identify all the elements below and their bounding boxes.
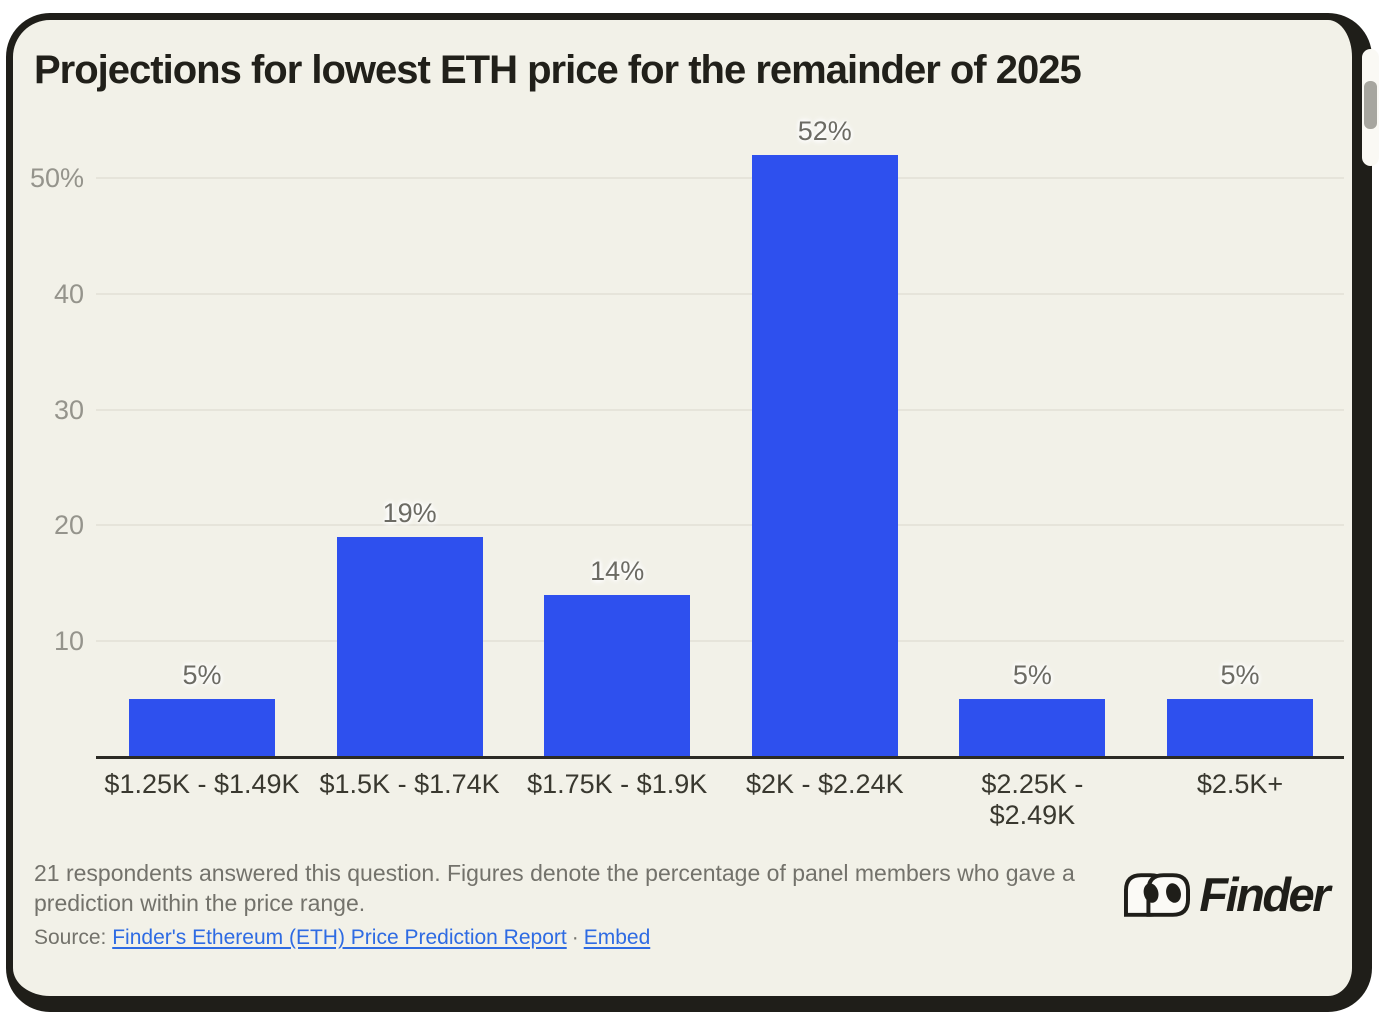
bar-value-label-0: 5% bbox=[182, 660, 222, 691]
scrollbar-thumb[interactable] bbox=[1364, 81, 1377, 129]
source-line: Source: Finder's Ethereum (ETH) Price Pr… bbox=[34, 926, 1079, 950]
bar-0 bbox=[129, 699, 275, 757]
embed-link[interactable]: Embed bbox=[583, 926, 651, 949]
y-axis-tick-40: 40 bbox=[53, 278, 84, 309]
x-axis-label-4: $2.25K - $2.49K bbox=[981, 769, 1084, 831]
chart-card: Projections for lowest ETH price for the… bbox=[6, 13, 1372, 1012]
bar-1 bbox=[336, 536, 483, 757]
bar-5 bbox=[1167, 699, 1313, 757]
x-axis-label-3: $2K - $2.24K bbox=[745, 769, 904, 799]
gridline-40 bbox=[96, 292, 1344, 295]
source-prefix: Source: bbox=[34, 926, 107, 949]
footnote: 21 respondents answered this question. F… bbox=[34, 860, 1075, 917]
bar-value-label-1: 19% bbox=[382, 497, 437, 528]
bar-2 bbox=[544, 594, 691, 757]
finder-logo[interactable]: Finder bbox=[1124, 868, 1330, 921]
finder-eyes-icon bbox=[1124, 872, 1191, 917]
y-axis-tick-10: 10 bbox=[53, 626, 84, 657]
bar-value-label-2: 14% bbox=[590, 555, 645, 586]
x-axis-label-1: $1.5K - $1.74K bbox=[319, 769, 500, 799]
y-axis-tick-30: 30 bbox=[53, 394, 84, 425]
x-axis-label-5: $2.5K+ bbox=[1196, 769, 1284, 799]
bar-3 bbox=[751, 154, 898, 757]
chart-title: Projections for lowest ETH price for the… bbox=[34, 48, 1082, 92]
x-axis-line bbox=[96, 756, 1344, 759]
y-axis-tick-20: 20 bbox=[53, 510, 84, 541]
x-axis-label-2: $1.75K - $1.9K bbox=[527, 769, 708, 799]
bar-value-label-4: 5% bbox=[1012, 660, 1052, 691]
y-axis-tick-50: 50% bbox=[29, 163, 84, 193]
source-report-link[interactable]: Finder's Ethereum (ETH) Price Prediction… bbox=[112, 926, 567, 949]
scrollbar[interactable] bbox=[1362, 49, 1379, 166]
bar-value-label-5: 5% bbox=[1220, 660, 1260, 691]
bar-value-label-3: 52% bbox=[797, 115, 852, 146]
separator-dot: · bbox=[571, 926, 579, 949]
x-axis-label-0: $1.25K - $1.49K bbox=[104, 769, 300, 799]
gridline-30 bbox=[96, 408, 1344, 411]
gridline-50 bbox=[96, 177, 1344, 179]
gridline-10 bbox=[96, 640, 1344, 643]
gridline-20 bbox=[96, 524, 1344, 527]
bar-4 bbox=[959, 699, 1106, 757]
footer: 21 respondents answered this question. F… bbox=[34, 859, 1079, 950]
plot-area: 50% 40 30 20 10 5% $1.25K - $1.49K 19% $1.5K - $… bbox=[13, 114, 1352, 830]
finder-logo-text: Finder bbox=[1199, 868, 1330, 921]
